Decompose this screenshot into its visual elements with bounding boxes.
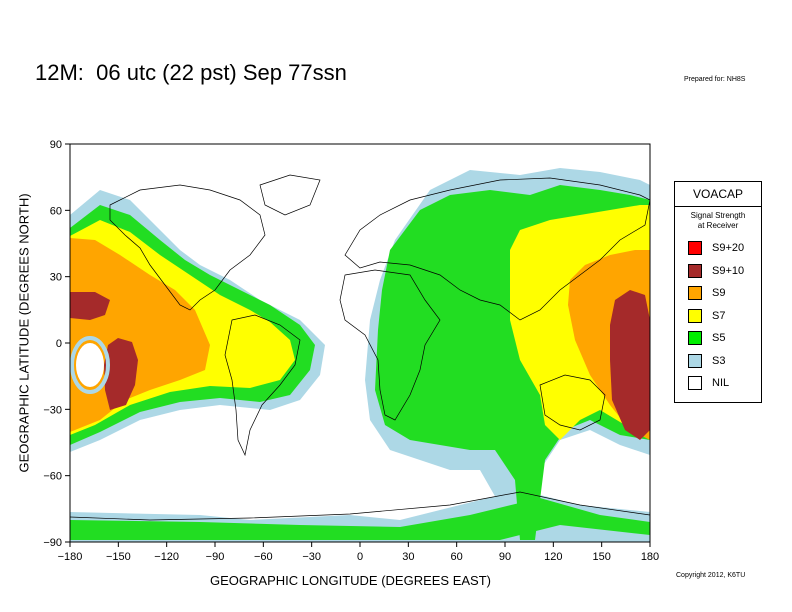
coverage-s9p10-asia [610, 290, 650, 440]
x-tick-label: 30 [402, 551, 414, 563]
x-tick-label: 150 [592, 551, 610, 563]
y-tick-label: 60 [50, 205, 62, 217]
legend-label: S3 [712, 354, 726, 367]
legend-subtitle-line1: Signal Strength [690, 211, 746, 220]
legend-swatch [688, 331, 702, 346]
africa-outline [339, 269, 441, 421]
legend-item: S5 [675, 327, 761, 350]
coastline-layer [70, 174, 650, 521]
axis-ticks: −180 −150 −120 −90 −60 −30 0 30 60 90 120 150 180 90 6… [43, 139, 659, 563]
legend-title: VOACAP [675, 182, 761, 207]
y-tick-label: −90 [43, 537, 62, 549]
legend-swatch [688, 286, 702, 301]
legend-swatch [688, 308, 702, 323]
x-tick-label: −150 [106, 551, 131, 563]
legend-label: NIL [712, 377, 730, 390]
antarctica-outline [70, 491, 650, 521]
coverage-s5-south [70, 498, 650, 540]
y-axis-label: GEOGRAPHIC LATITUDE (DEGREES NORTH) [16, 193, 32, 473]
legend-label: S5 [712, 332, 726, 345]
x-tick-label: −120 [154, 551, 179, 563]
x-tick-label: −90 [206, 551, 225, 563]
y-tick-label: −60 [43, 471, 62, 483]
australia-outline [539, 374, 606, 431]
map-title: 12M: 06 utc (22 pst) Sep 77ssn [35, 60, 347, 85]
x-axis-label: GEOGRAPHIC LONGITUDE (DEGREES EAST) [210, 573, 491, 588]
y-tick-label: 0 [56, 338, 62, 350]
x-tick-label: 60 [451, 551, 463, 563]
legend-items: S9+20 S9+10 S9 S7 S5 S3 NIL [675, 237, 761, 395]
legend-label: S9+20 [712, 242, 745, 255]
legend-item: S3 [675, 350, 761, 373]
prepared-for-label: Prepared for: NH8S [684, 76, 746, 83]
legend-swatch [688, 263, 702, 278]
signal-coverage-layer [70, 168, 650, 542]
legend-item: S9 [675, 282, 761, 305]
coverage-s9p10-pacific-south [104, 338, 138, 410]
legend-item: NIL [675, 372, 761, 395]
x-tick-label: −60 [254, 551, 273, 563]
south-america-outline [224, 314, 301, 457]
legend-swatch [688, 353, 702, 368]
legend-label: S7 [712, 309, 726, 322]
legend-subtitle: Signal Strength at Receiver [675, 211, 761, 231]
x-tick-label: 180 [641, 551, 659, 563]
eurasia-outline [344, 177, 650, 321]
legend-swatch [688, 376, 702, 391]
coverage-s9p10-pacific-north [70, 292, 110, 320]
legend-item: S9+10 [675, 260, 761, 283]
y-tick-label: −30 [43, 404, 62, 416]
legend-item: S7 [675, 305, 761, 328]
legend-label: S9 [712, 287, 726, 300]
x-tick-label: 0 [357, 551, 363, 563]
greenland-outline [259, 174, 321, 216]
legend-label: S9+10 [712, 264, 745, 277]
legend-swatch [688, 241, 702, 256]
legend-panel: VOACAP Signal Strength at Receiver S9+20… [674, 181, 762, 403]
y-tick-label: 30 [50, 272, 62, 284]
x-tick-label: −30 [302, 551, 321, 563]
copyright-label: Copyright 2012, K6TU [676, 572, 746, 579]
x-tick-label: −180 [58, 551, 83, 563]
north-america-outline [109, 184, 266, 311]
y-tick-label: 90 [50, 139, 62, 151]
legend-item: S9+20 [675, 237, 761, 260]
x-tick-label: 90 [499, 551, 511, 563]
x-tick-label: 120 [544, 551, 562, 563]
coverage-nil-pacific [76, 343, 104, 387]
legend-subtitle-line2: at Receiver [697, 221, 739, 230]
